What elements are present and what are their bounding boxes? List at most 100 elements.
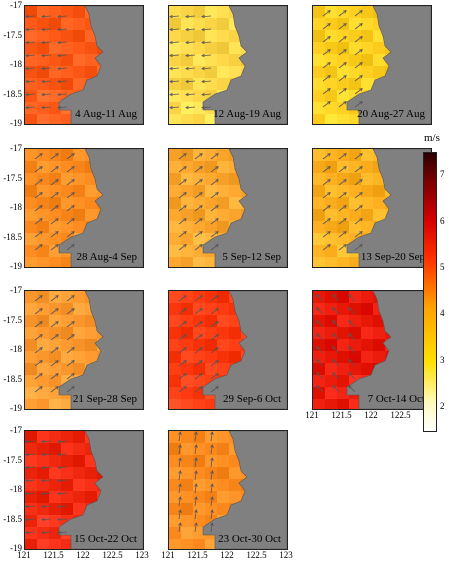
wind-arrow [354,23,363,30]
wind-cell [361,6,373,18]
wind-arrow [354,244,363,251]
y-tick-label: -19 [10,261,22,271]
wind-cell [169,491,181,503]
wind-cell [313,102,325,114]
wind-cell [181,54,193,66]
map-panel: 15 Oct-22 Oct [24,430,144,550]
wind-cell [25,221,37,233]
wind-cell [313,54,325,66]
wind-cell [325,161,337,173]
x-tick-label: 121 [161,550,175,560]
wind-cell [169,197,181,209]
wind-cell [337,18,349,30]
wind-cell [25,351,37,363]
wind-cell [373,185,385,197]
wind-cell [169,18,181,30]
wind-cell [73,291,85,303]
wind-arrow [354,75,363,82]
wind-cell [73,78,85,90]
wind-cell [61,455,73,467]
wind-cell [361,66,373,78]
wind-arrow [194,244,203,251]
wind-cell [49,315,61,327]
wind-cell [205,431,217,443]
wind-cell [169,479,181,491]
wind-arrow [210,179,219,186]
wind-cell [49,363,61,375]
wind-cell [73,467,85,479]
wind-cell [37,363,49,375]
wind-arrow [34,166,43,173]
panel-date-label: 21 Sep-28 Sep [72,393,137,405]
wind-cell [205,503,217,515]
wind-cell [73,173,85,185]
wind-cell [205,303,217,315]
wind-cell [349,161,361,173]
wind-cell [37,515,49,527]
wind-cell [61,185,73,197]
wind-cell [337,173,349,185]
wind-cell [169,42,181,54]
wind-cell [25,245,37,257]
y-tick-label: -18 [10,202,22,212]
panel-date-label: 13 Sep-20 Sep [360,251,425,263]
y-tick-label: -19 [10,543,22,553]
wind-cell [361,209,373,221]
wind-arrow [210,218,219,225]
wind-cell [193,149,205,161]
wind-arrow [332,372,340,380]
wind-cell [325,66,337,78]
wind-cell [25,399,37,409]
wind-cell [361,54,373,66]
wind-cell [61,257,73,267]
wind-arrow [50,179,59,186]
wind-cell [37,66,49,78]
wind-arrow [25,40,36,45]
wind-arrow [210,205,219,212]
wind-cell [229,479,241,491]
wind-arrow [57,53,68,58]
wind-cell [217,197,229,209]
wind-cell [361,173,373,185]
wind-cell [73,197,85,209]
wind-arrow [348,372,356,380]
wind-cell [49,527,61,539]
wind-arrow [348,294,356,302]
wind-cell [25,66,37,78]
wind-cell [85,66,97,78]
x-tick-label: 122 [76,550,90,560]
wind-cell [61,42,73,54]
wind-cell [25,515,37,527]
wind-cell [37,54,49,66]
wind-cell [49,351,61,363]
wind-cell [25,443,37,455]
x-tick-label: 121.5 [331,410,352,420]
wind-arrow [322,153,331,160]
wind-arrow [34,347,43,354]
wind-cell [37,173,49,185]
wind-arrow [338,179,347,186]
wind-cell [193,209,205,221]
wind-cell [181,114,193,124]
wind-arrow [25,504,36,509]
wind-cell [181,363,193,375]
wind-arrow [41,452,52,457]
wind-arrow [322,88,331,95]
wind-arrow [66,244,75,251]
wind-cell [205,539,217,549]
wind-cell [349,173,361,185]
wind-arrow [178,231,187,238]
wind-arrow [50,386,59,393]
wind-cell [325,375,337,387]
wind-arrow [169,40,180,45]
wind-arrow [354,166,363,173]
wind-cell [313,18,325,30]
wind-cell [61,197,73,209]
wind-cell [325,351,337,363]
wind-arrow [66,166,75,173]
wind-cell [325,54,337,66]
wind-arrow [50,347,59,354]
wind-cell [217,173,229,185]
wind-cell [337,315,349,327]
wind-arrow [57,92,68,97]
